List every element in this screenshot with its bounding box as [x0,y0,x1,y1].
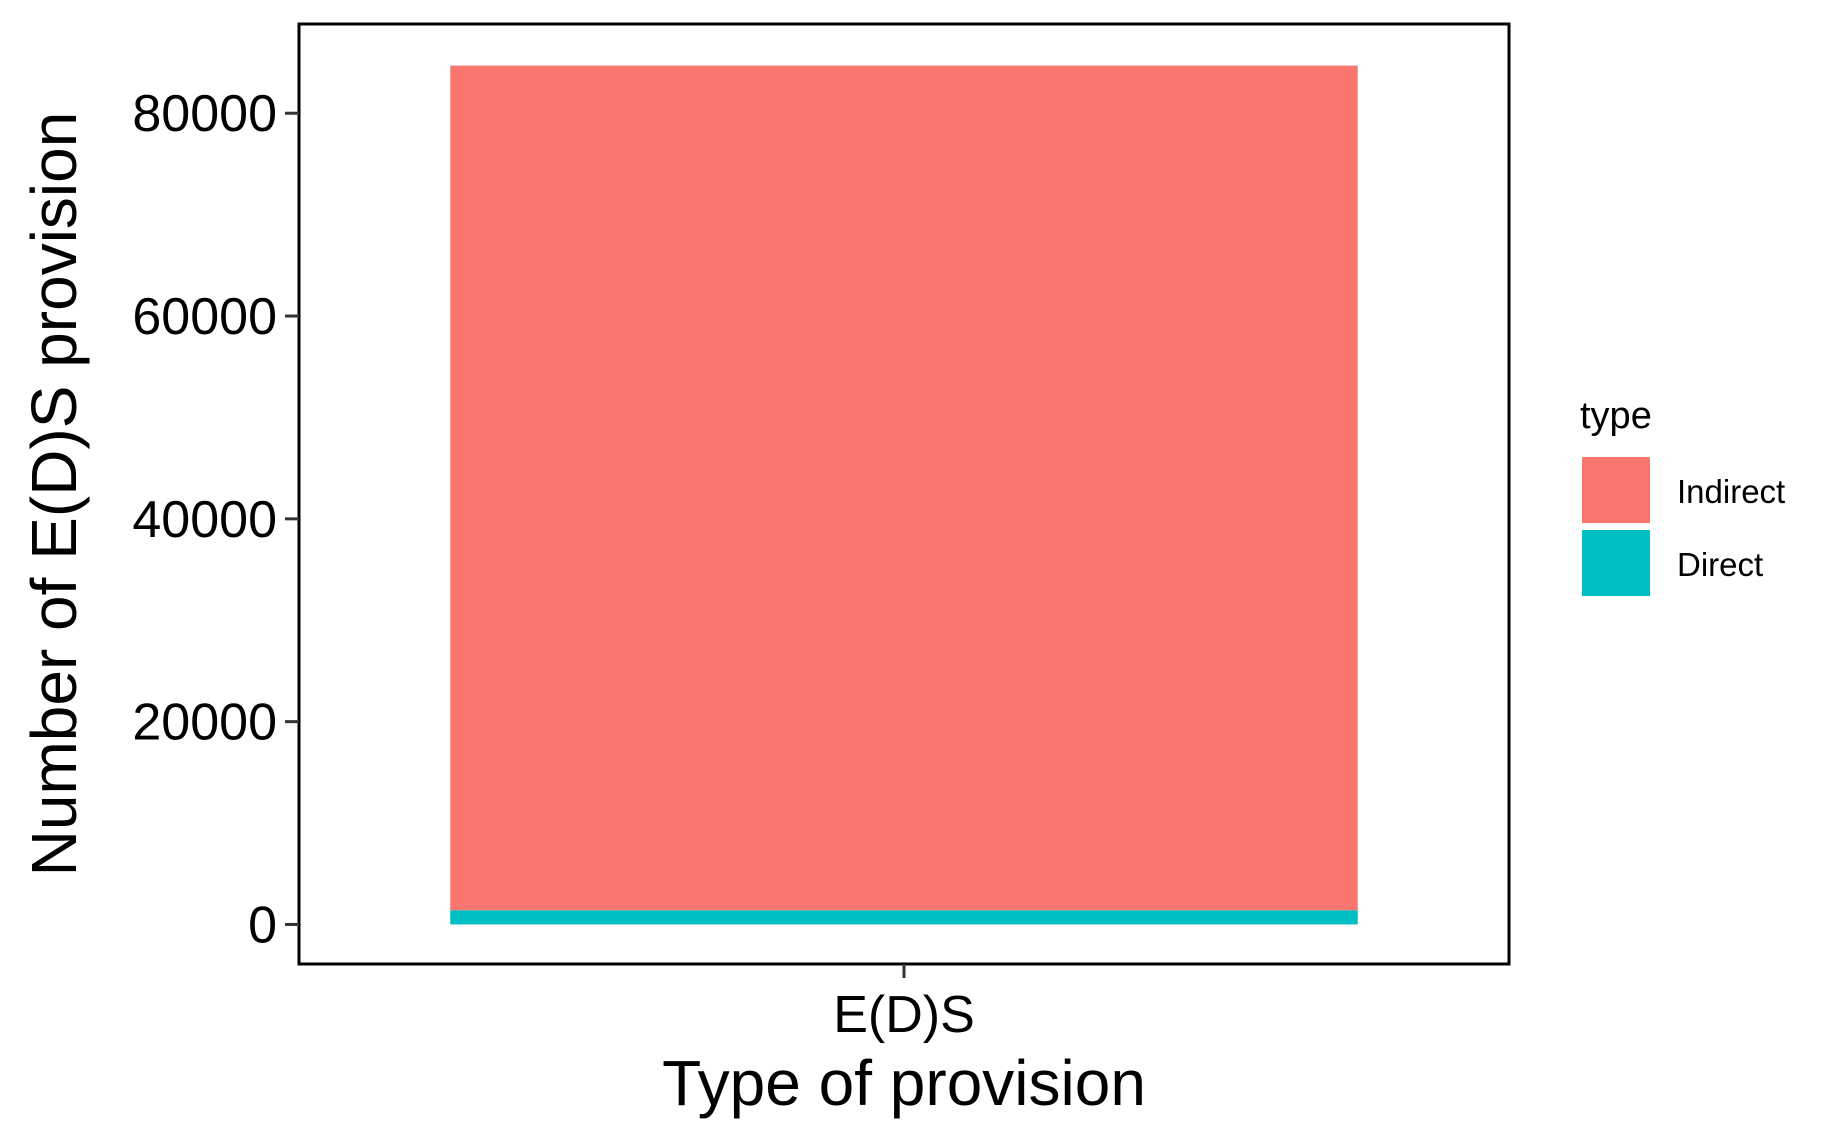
x-tick-label: E(D)S [833,986,975,1044]
y-axis-title: Number of E(D)S provision [18,112,90,877]
y-tick-label: 40000 [132,491,277,549]
y-tick-label: 0 [248,896,277,954]
bar-indirect [450,65,1358,911]
bars-layer [450,65,1358,925]
x-axis-title: Type of provision [662,1047,1146,1119]
y-tick-label: 20000 [132,694,277,752]
legend-label-direct: Direct [1677,546,1763,583]
x-axis: E(D)S [833,964,975,1044]
y-axis: 0 20000 40000 60000 80000 [132,85,299,954]
legend-key-indirect [1582,457,1650,523]
legend-key-direct [1582,530,1650,596]
legend-title: type [1580,395,1652,437]
legend-label-indirect: Indirect [1677,473,1785,510]
y-tick-label: 80000 [132,85,277,143]
bar-direct [450,910,1358,925]
y-tick-label: 60000 [132,288,277,346]
legend: type Indirect Direct [1580,395,1785,596]
